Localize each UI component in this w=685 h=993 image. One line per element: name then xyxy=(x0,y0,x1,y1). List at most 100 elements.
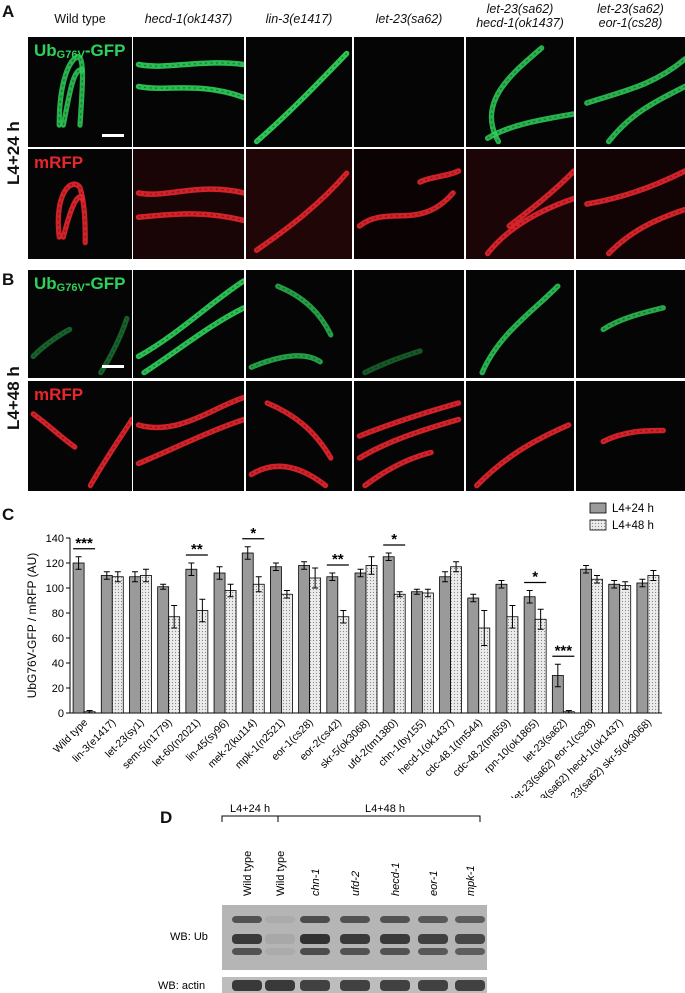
lane-label: eor-1 xyxy=(428,871,440,896)
worm-shape xyxy=(60,194,85,240)
ub-band xyxy=(380,916,410,923)
bar-l4-24h xyxy=(129,576,141,714)
panel-a-rfp-tile xyxy=(466,149,574,259)
ub-band xyxy=(380,934,410,944)
column-header: Wild type xyxy=(28,12,132,26)
channel-label-part: mRFP xyxy=(34,385,84,404)
bar-l4-24h xyxy=(326,576,339,714)
worm-shape xyxy=(362,449,434,489)
error-bar xyxy=(396,591,403,598)
legend-label: L4+48 h xyxy=(612,520,654,532)
bar-l4-24h xyxy=(382,556,395,714)
worm-gut-detail xyxy=(490,47,543,142)
bar-l4-24h xyxy=(467,597,480,714)
panel-a-rfp-channel-label: mRFP xyxy=(34,153,83,173)
column-header: let-23(sa62) eor-1(cs28) xyxy=(576,2,685,30)
panel-b-rfp-tile xyxy=(576,381,685,491)
ub-band xyxy=(455,916,485,923)
worm-shape xyxy=(264,400,334,461)
panel-a-gfp-worms xyxy=(354,37,464,147)
error-bar xyxy=(470,593,477,603)
panel-b-letter: B xyxy=(2,270,15,289)
error-bar xyxy=(413,588,420,595)
worm-shape xyxy=(135,186,244,197)
worm-shape xyxy=(474,422,572,489)
panel-c-letter: C xyxy=(2,505,15,524)
error-bar xyxy=(272,562,279,571)
panel-a-rfp-worms xyxy=(253,170,350,253)
y-tick-label: 80 xyxy=(52,608,64,620)
error-bar xyxy=(537,608,544,630)
column-header: lin-3(e1417) xyxy=(246,12,352,26)
error-bar xyxy=(329,572,336,581)
worm-shape xyxy=(488,45,545,145)
panel-b-gfp-worms xyxy=(135,278,244,376)
bar-l4-24h xyxy=(523,596,536,714)
panel-a-rfp-worms xyxy=(356,168,462,229)
actin-band xyxy=(300,980,330,991)
actin-band xyxy=(340,980,370,991)
ub-band xyxy=(340,916,370,923)
panel-b-gfp-worms xyxy=(479,283,561,376)
bar-l4-48h xyxy=(591,578,603,714)
error-bar xyxy=(340,610,347,624)
ub-blot-label: WB: Ub xyxy=(170,931,208,943)
panel-b-gfp-tile xyxy=(354,270,464,378)
channel-label-part: Ub xyxy=(34,274,57,293)
worm-gut-detail xyxy=(487,197,574,254)
y-tick-label: 140 xyxy=(46,533,64,545)
panel-c-bar-chart: UbG76V-GFP / mRFP (AU) 0 20 40 60 80 100 120 140… xyxy=(25,502,662,798)
ub-band xyxy=(232,916,262,923)
significance-stars: * xyxy=(391,531,397,548)
panel-b-rfp-tile xyxy=(246,381,352,491)
error-bar xyxy=(554,663,561,688)
column-header: let-23(sa62) xyxy=(354,12,464,26)
lane-label: chn-1 xyxy=(310,868,322,896)
channel-label-part: Ub xyxy=(34,41,57,60)
worm-gut-detail xyxy=(359,418,459,459)
panel-b-rfp-worms xyxy=(474,422,572,489)
panel-b-gfp-worms xyxy=(248,283,334,370)
error-bar xyxy=(453,561,460,573)
worm-shape xyxy=(356,190,456,229)
bar-l4-48h xyxy=(252,583,265,714)
panel-b-gfp-tile xyxy=(246,270,352,378)
error-bar xyxy=(199,598,206,623)
worm-shape xyxy=(253,50,350,145)
panel-b-rfp-tile xyxy=(133,381,244,491)
error-bar xyxy=(244,546,251,560)
worm-gut-detail xyxy=(364,350,421,374)
panel-d-western-blot: L4+24 h L4+48 h Wild type Wild type chn-1 ufd… xyxy=(158,803,487,993)
bar-l4-48h xyxy=(140,575,152,714)
bar-l4-24h xyxy=(157,586,170,714)
error-bar xyxy=(216,566,223,580)
bar-l4-48h xyxy=(506,616,519,714)
column-header: hecd-1(ok1437) xyxy=(133,12,244,26)
worm-gut-detail xyxy=(57,183,86,243)
error-bar xyxy=(160,583,167,590)
worm-shape xyxy=(605,206,685,257)
error-bar xyxy=(301,561,308,570)
worm-gut-detail xyxy=(364,451,432,487)
panel-b-rfp-worms xyxy=(600,427,666,445)
worm-shape xyxy=(417,168,462,185)
bar-l4-48h xyxy=(337,616,350,714)
significance-stars: *** xyxy=(555,642,573,659)
worm-gut-detail xyxy=(32,413,76,448)
bar-l4-24h xyxy=(270,566,282,714)
worm-gut-detail xyxy=(138,418,244,465)
column-header-line: Wild type xyxy=(54,12,106,26)
panel-b-gfp-tile xyxy=(466,270,574,378)
panel-a-gfp-worms xyxy=(135,60,244,101)
worm-shape xyxy=(141,305,244,376)
error-bar xyxy=(171,605,178,629)
error-bar xyxy=(255,576,262,593)
panel-a-rfp-worms xyxy=(55,181,88,246)
worm-shape xyxy=(584,56,685,106)
bar-l4-24h xyxy=(608,583,621,714)
panel-b-rfp-worms xyxy=(30,411,132,489)
worm-gut-detail xyxy=(602,307,664,330)
column-header-line: let-23(sa62) xyxy=(375,12,443,26)
worm-shape xyxy=(135,278,244,360)
error-bar xyxy=(442,571,449,583)
